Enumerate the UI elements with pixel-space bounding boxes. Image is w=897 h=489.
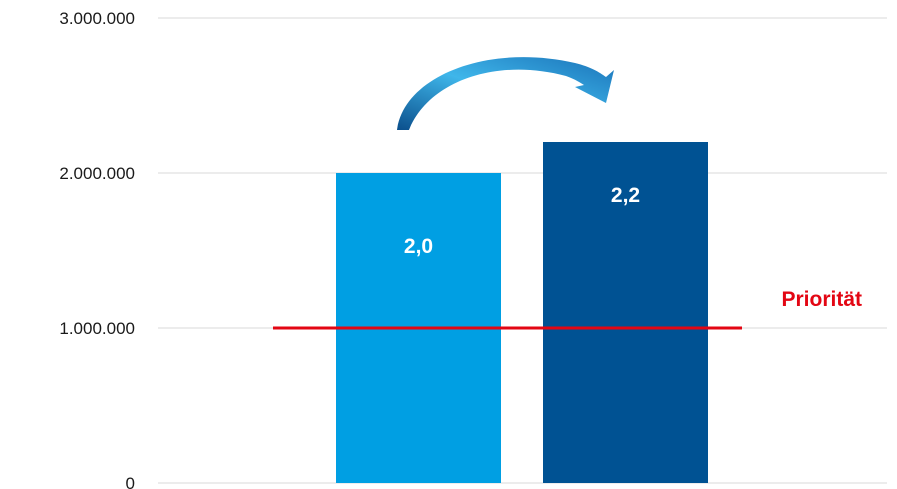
bars xyxy=(336,142,708,483)
y-axis-ticks: 0 1.000.000 2.000.000 3.000.000 xyxy=(59,9,135,489)
bar-data-labels: 2,0 2,2 xyxy=(404,184,640,258)
priority-label: Priorität xyxy=(781,288,862,311)
y-tick-label: 1.000.000 xyxy=(59,319,135,338)
y-tick-label: 2.000.000 xyxy=(59,164,135,183)
curved-arrow-icon xyxy=(397,57,614,130)
bar-data-label: 2,0 xyxy=(404,235,433,258)
gridlines xyxy=(158,17,887,484)
y-tick-label: 0 xyxy=(126,474,135,489)
bar-data-label: 2,2 xyxy=(611,184,640,207)
y-tick-label: 3.000.000 xyxy=(59,9,135,28)
bar xyxy=(543,142,708,483)
